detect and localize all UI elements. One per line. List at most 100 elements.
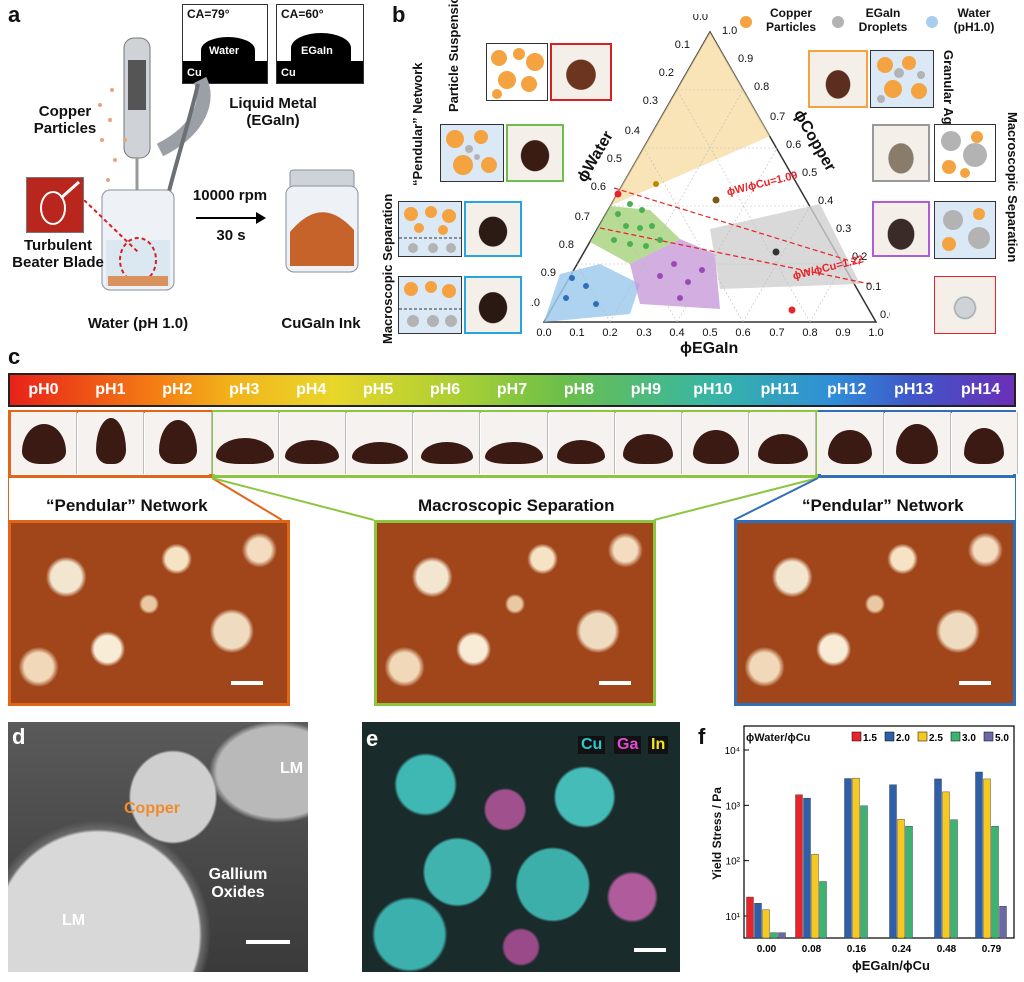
svg-text:0.7: 0.7 — [770, 111, 785, 123]
bar-3.0 — [770, 932, 778, 939]
bar-3.0 — [905, 825, 913, 939]
legend-label: 2.5 — [929, 733, 943, 744]
bar-2.5 — [811, 854, 819, 939]
svg-text:0.1: 0.1 — [866, 281, 881, 293]
svg-text:0.0: 0.0 — [693, 14, 708, 23]
water-ph-label: Water (pH 1.0) — [87, 315, 189, 332]
plot-frame — [743, 725, 1015, 939]
separation-schematic-2 — [398, 276, 463, 334]
contact-angle-cu-box: CA=79° Water Cu — [182, 4, 268, 84]
rpm-label: 10000 rpm — [192, 187, 268, 204]
legend-swatch — [917, 731, 928, 742]
svg-text:0.9: 0.9 — [835, 327, 850, 339]
legend-label: 1.5 — [863, 733, 877, 744]
bar-2.0 — [889, 784, 897, 939]
ph-label: pH4 — [296, 381, 327, 398]
droplet-photo-pH14 — [951, 412, 1018, 474]
bar-2.5 — [762, 909, 770, 939]
droplet-photo-pH11 — [750, 412, 817, 474]
svg-text:0.5: 0.5 — [802, 167, 817, 179]
droplet — [692, 430, 739, 464]
zoom-dashed-line — [84, 200, 139, 253]
time-label: 30 s — [216, 227, 246, 244]
legend-swatch — [983, 731, 994, 742]
bar-2.0 — [975, 771, 983, 939]
droplet — [21, 424, 66, 464]
svg-text:0.7: 0.7 — [769, 327, 784, 339]
ph-label: pH3 — [229, 381, 260, 398]
svg-text:0.4: 0.4 — [669, 327, 684, 339]
mixer-illustration — [98, 37, 211, 291]
cu-legend: Cu — [578, 736, 606, 754]
bar-2.0 — [803, 797, 811, 939]
legend-water: Water (pH1.0) — [953, 6, 995, 34]
ph-label: pH14 — [961, 381, 1001, 398]
droplet-photo-pH0 — [11, 412, 78, 474]
droplet — [827, 430, 872, 464]
svg-text:0.6: 0.6 — [591, 181, 606, 193]
droplet-photo-pH12 — [817, 412, 884, 474]
droplet — [964, 428, 1005, 464]
legend-label: 5.0 — [995, 733, 1009, 744]
macro-sep-label-middle: Macroscopic Separation — [418, 496, 615, 515]
droplet-photo-pH1 — [78, 412, 145, 474]
droplet-photo-pH10 — [683, 412, 750, 474]
ink-jar — [285, 169, 359, 273]
egain-drop-label: EGaIn — [301, 45, 333, 57]
water-drop-label: Water — [209, 45, 240, 57]
yield-stress-chart: 1.5 2.0 2.5 3.0 5.0 10¹ 10² 10³ 10⁴ 0.00 0.08 0.16 0… — [725, 725, 1015, 955]
svg-text:0.0: 0.0 — [536, 327, 551, 339]
bar-3.0 — [819, 881, 827, 939]
legend-swatch — [851, 731, 862, 742]
process-arrow — [196, 212, 266, 224]
pendular-network-label-b: “Pendular” Network — [410, 62, 425, 186]
bar-3.0 — [991, 825, 999, 939]
liquid-metal-label: Liquid Metal (EGaIn) — [229, 95, 317, 129]
svg-text:0.8: 0.8 — [802, 327, 817, 339]
svg-text:0.2: 0.2 — [852, 251, 867, 263]
bar-2.0 — [844, 778, 852, 939]
macro-sep-right-label: Macroscopic Separation — [1005, 112, 1020, 263]
droplet — [484, 442, 543, 464]
droplet-photo-pH13 — [884, 412, 951, 474]
svg-text:0.6: 0.6 — [735, 327, 750, 339]
droplet-photo-pH6 — [414, 412, 481, 474]
ph-color-strip: pH0 pH1 pH2 pH3 pH4 pH5 pH6 pH7 pH8 pH9 … — [8, 373, 1016, 407]
bar-2.0 — [934, 778, 942, 939]
scale-bar — [231, 681, 263, 685]
svg-text:0.2: 0.2 — [602, 327, 617, 339]
droplet-photo-pH3 — [212, 412, 279, 474]
scale-bar — [634, 948, 666, 952]
svg-text:0.7: 0.7 — [575, 211, 590, 223]
eds-map: e Cu Ga In — [362, 722, 680, 972]
ph-label: pH0 — [28, 381, 59, 398]
copper-particles-label: Copper Particles — [33, 103, 97, 137]
contact-angle-egain-label: CA=60° — [281, 7, 324, 21]
bar-2.5 — [897, 819, 905, 939]
x-tick-label: 0.08 — [802, 944, 822, 955]
suspension-photo — [550, 43, 612, 101]
y-tick-label: 10⁴ — [725, 746, 740, 757]
x-tick-label: 0.48 — [937, 944, 957, 955]
bar-1.5 — [746, 896, 754, 939]
particle-suspension-label: Particle Suspension — [446, 0, 461, 112]
y-tick-label: 10¹ — [726, 912, 741, 923]
bar-1.5 — [795, 794, 803, 939]
svg-text:1.0: 1.0 — [868, 327, 883, 339]
ph-label: pH11 — [760, 381, 799, 398]
droplet-photo-pH4 — [279, 412, 346, 474]
purple-photo — [872, 201, 930, 257]
panel-b-letter: b — [392, 2, 406, 27]
axis-egain-label: ϕEGaIn — [680, 340, 739, 357]
copper-label: Copper — [124, 800, 180, 817]
bar-2.5 — [942, 791, 950, 939]
legend-water-dot — [926, 16, 938, 28]
droplet — [420, 442, 473, 464]
gray-schematic — [934, 124, 996, 182]
svg-text:0.4: 0.4 — [818, 195, 833, 207]
svg-text:0.9: 0.9 — [738, 53, 753, 65]
svg-text:0.3: 0.3 — [643, 95, 658, 107]
ternary-diagram: 0.0 0.1 0.2 0.3 0.4 0.5 0.6 0.7 0.8 0.9 … — [530, 14, 890, 339]
bar-3.0 — [860, 805, 868, 939]
scale-bar — [959, 681, 991, 685]
